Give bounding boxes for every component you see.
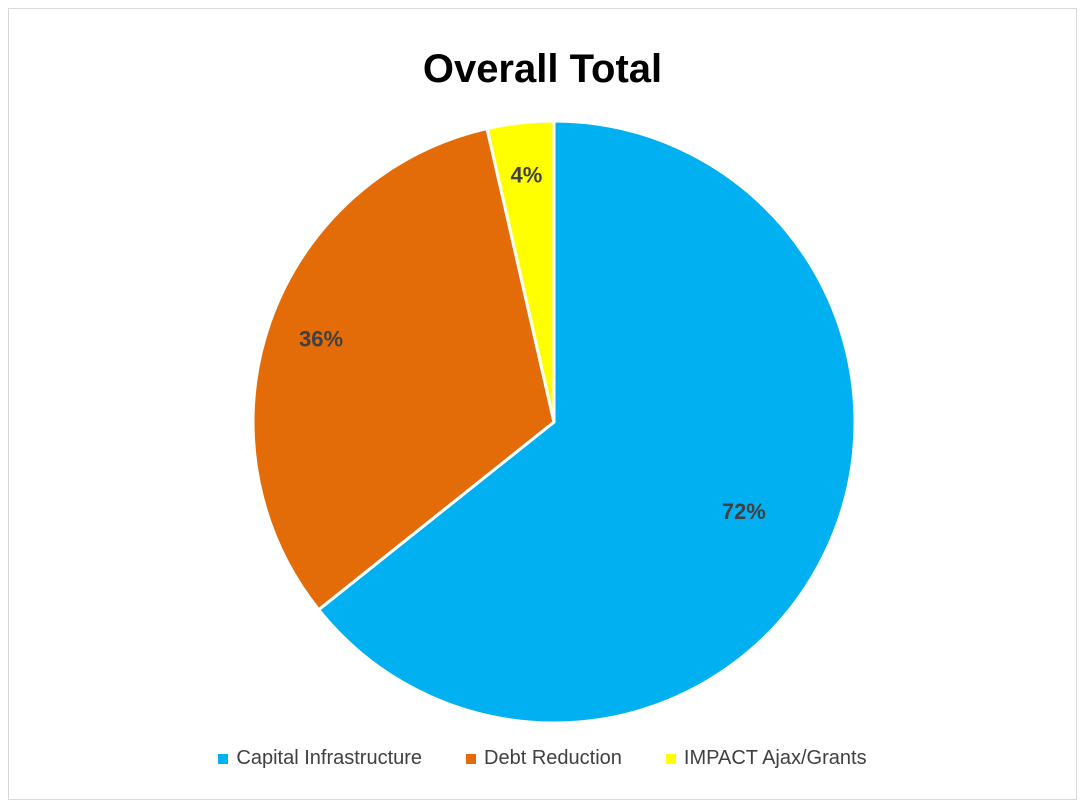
pie-slice-debt-reduction — [251, 126, 556, 612]
chart-frame: Overall Total 72% 36% 4% Capital Infrastru… — [8, 8, 1077, 800]
legend-item-impact-ajax-grants: IMPACT Ajax/Grants — [665, 747, 867, 770]
legend-item-capital-infrastructure: Capital Infrastructure — [218, 747, 422, 770]
legend: Capital Infrastructure Debt Reduction IM… — [9, 747, 1076, 770]
legend-label: IMPACT Ajax/Grants — [683, 747, 867, 769]
pie-slice-impact-ajax-grants — [485, 119, 556, 423]
legend-label: Debt Reduction — [484, 747, 622, 769]
legend-label: Capital Infrastructure — [236, 747, 423, 769]
legend-swatch — [665, 753, 676, 764]
slice-label-debt-reduction: 36% — [299, 326, 343, 351]
pie-slice-capital-infrastructure — [316, 119, 857, 725]
slice-label-capital-infrastructure: 72% — [722, 499, 766, 524]
slice-label-impact-ajax-grants: 4% — [510, 163, 542, 188]
legend-item-debt-reduction: Debt Reduction — [466, 747, 622, 770]
legend-swatch — [466, 753, 477, 764]
chart-title: Overall Total — [422, 47, 663, 91]
legend-swatch — [218, 753, 229, 764]
pie-chart: 72% 36% 4% — [251, 119, 857, 725]
